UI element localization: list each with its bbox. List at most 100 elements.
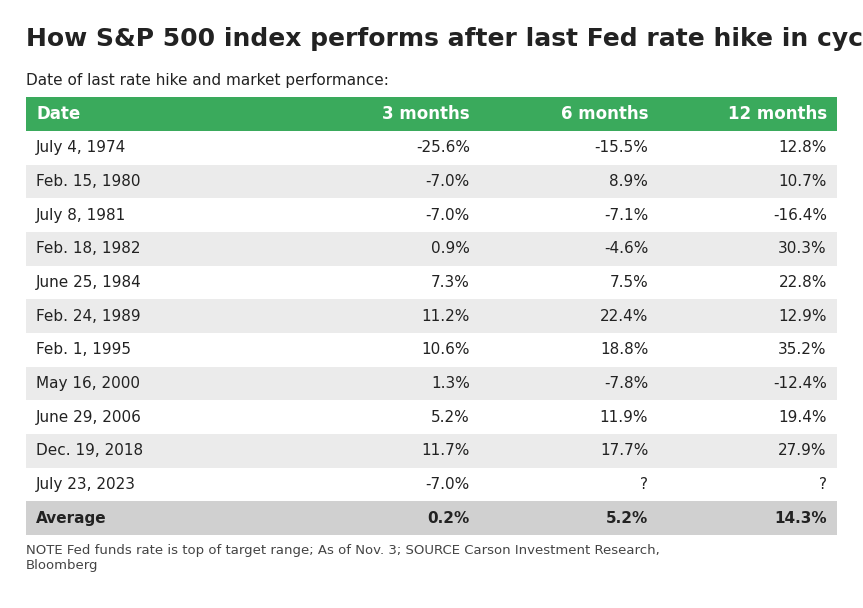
Text: 11.9%: 11.9%	[600, 410, 648, 424]
Bar	[658, 502, 837, 535]
Bar	[480, 165, 658, 198]
Bar	[302, 131, 480, 165]
Text: ?: ?	[819, 477, 827, 492]
Text: NOTE Fed funds rate is top of target range; As of Nov. 3; SOURCE Carson Investme: NOTE Fed funds rate is top of target ran…	[26, 544, 659, 572]
Bar	[26, 299, 302, 333]
Text: 5.2%: 5.2%	[606, 511, 648, 526]
Text: -25.6%: -25.6%	[416, 140, 469, 155]
Text: 19.4%: 19.4%	[778, 410, 827, 424]
Text: -12.4%: -12.4%	[773, 376, 827, 391]
Text: Feb. 24, 1989: Feb. 24, 1989	[36, 309, 141, 323]
Bar	[480, 232, 658, 266]
Text: May 16, 2000: May 16, 2000	[36, 376, 141, 391]
Text: Date of last rate hike and market performance:: Date of last rate hike and market perfor…	[26, 73, 388, 88]
Text: July 4, 1974: July 4, 1974	[36, 140, 127, 155]
Text: 6 months: 6 months	[561, 105, 648, 123]
Text: 11.7%: 11.7%	[421, 443, 469, 458]
Bar	[480, 333, 658, 367]
Text: 22.8%: 22.8%	[778, 275, 827, 290]
Bar	[658, 468, 837, 502]
Text: 35.2%: 35.2%	[778, 342, 827, 358]
Bar	[302, 468, 480, 502]
Text: -4.6%: -4.6%	[604, 241, 648, 257]
Bar	[658, 434, 837, 468]
Text: 12.8%: 12.8%	[778, 140, 827, 155]
Text: 0.2%: 0.2%	[427, 511, 469, 526]
Bar	[480, 502, 658, 535]
Text: 14.3%: 14.3%	[774, 511, 827, 526]
Bar	[302, 333, 480, 367]
Text: 17.7%: 17.7%	[600, 443, 648, 458]
Bar	[658, 97, 837, 131]
Text: 12.9%: 12.9%	[778, 309, 827, 323]
Bar	[302, 367, 480, 400]
Text: Date: Date	[36, 105, 80, 123]
Text: 8.9%: 8.9%	[609, 174, 648, 189]
Text: 10.7%: 10.7%	[778, 174, 827, 189]
Text: -7.0%: -7.0%	[425, 174, 469, 189]
Text: ?: ?	[640, 477, 648, 492]
Bar	[302, 165, 480, 198]
Text: June 25, 1984: June 25, 1984	[36, 275, 142, 290]
Text: 3 months: 3 months	[382, 105, 469, 123]
Bar	[26, 367, 302, 400]
Bar	[26, 165, 302, 198]
Bar	[658, 333, 837, 367]
Text: 11.2%: 11.2%	[421, 309, 469, 323]
Bar	[26, 266, 302, 299]
Text: -15.5%: -15.5%	[595, 140, 648, 155]
Text: 22.4%: 22.4%	[600, 309, 648, 323]
Text: 5.2%: 5.2%	[431, 410, 469, 424]
Bar	[302, 299, 480, 333]
Bar	[658, 232, 837, 266]
Text: Average: Average	[36, 511, 107, 526]
Text: -7.1%: -7.1%	[604, 208, 648, 223]
Bar	[480, 97, 658, 131]
Text: June 29, 2006: June 29, 2006	[36, 410, 142, 424]
Bar	[480, 434, 658, 468]
Text: 1.3%: 1.3%	[431, 376, 469, 391]
Text: 0.9%: 0.9%	[431, 241, 469, 257]
Bar	[480, 367, 658, 400]
Bar	[658, 165, 837, 198]
Bar	[302, 232, 480, 266]
Bar	[302, 266, 480, 299]
Bar	[26, 131, 302, 165]
Bar	[658, 198, 837, 232]
Text: Feb. 15, 1980: Feb. 15, 1980	[36, 174, 141, 189]
Bar	[658, 299, 837, 333]
Text: -7.8%: -7.8%	[604, 376, 648, 391]
Bar	[480, 299, 658, 333]
Text: 12 months: 12 months	[728, 105, 827, 123]
Bar	[658, 131, 837, 165]
Bar	[302, 400, 480, 434]
Text: -7.0%: -7.0%	[425, 208, 469, 223]
Bar	[480, 131, 658, 165]
Text: July 23, 2023: July 23, 2023	[36, 477, 136, 492]
Bar	[480, 468, 658, 502]
Bar	[302, 434, 480, 468]
Bar	[480, 198, 658, 232]
Text: 18.8%: 18.8%	[600, 342, 648, 358]
Bar	[26, 97, 302, 131]
Bar	[26, 232, 302, 266]
Bar	[26, 434, 302, 468]
Text: Feb. 18, 1982: Feb. 18, 1982	[36, 241, 141, 257]
Text: 27.9%: 27.9%	[778, 443, 827, 458]
Text: July 8, 1981: July 8, 1981	[36, 208, 127, 223]
Text: How S&P 500 index performs after last Fed rate hike in cycle: How S&P 500 index performs after last Fe…	[26, 27, 863, 51]
Text: Dec. 19, 2018: Dec. 19, 2018	[36, 443, 143, 458]
Text: 7.3%: 7.3%	[431, 275, 469, 290]
Bar	[26, 400, 302, 434]
Bar	[26, 502, 302, 535]
Bar	[658, 400, 837, 434]
Text: 10.6%: 10.6%	[421, 342, 469, 358]
Bar	[480, 266, 658, 299]
Bar	[26, 198, 302, 232]
Bar	[26, 333, 302, 367]
Text: -7.0%: -7.0%	[425, 477, 469, 492]
Bar	[302, 97, 480, 131]
Bar	[302, 502, 480, 535]
Bar	[26, 468, 302, 502]
Text: Feb. 1, 1995: Feb. 1, 1995	[36, 342, 131, 358]
